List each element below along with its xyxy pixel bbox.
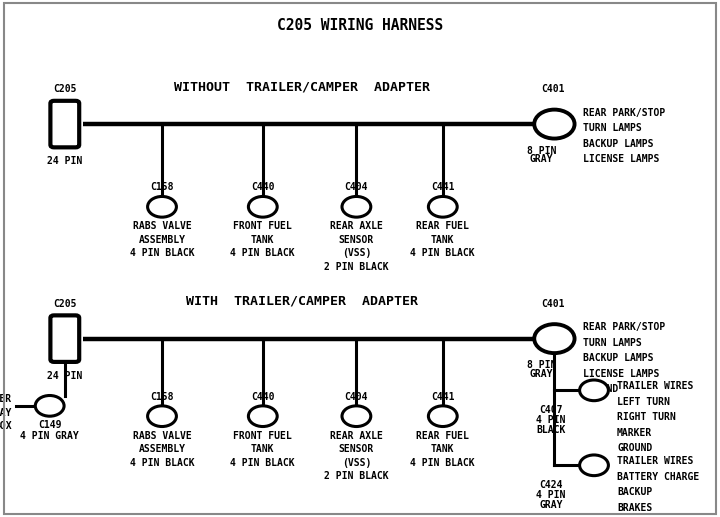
Text: SENSOR: SENSOR — [339, 444, 374, 454]
Text: GRAY: GRAY — [530, 154, 553, 164]
Circle shape — [580, 455, 608, 476]
Circle shape — [248, 196, 277, 217]
Text: RABS VALVE: RABS VALVE — [132, 431, 192, 440]
Text: (VSS): (VSS) — [342, 248, 371, 258]
Circle shape — [342, 406, 371, 427]
Text: C158: C158 — [150, 392, 174, 402]
Text: 8 PIN: 8 PIN — [527, 146, 556, 156]
Text: TANK: TANK — [431, 235, 454, 245]
Text: REAR PARK/STOP: REAR PARK/STOP — [583, 108, 665, 117]
Text: 4 PIN: 4 PIN — [536, 490, 565, 500]
Text: REAR FUEL: REAR FUEL — [416, 431, 469, 440]
Text: C440: C440 — [251, 392, 274, 402]
Text: 24 PIN: 24 PIN — [48, 371, 82, 381]
Text: BATTERY CHARGE: BATTERY CHARGE — [617, 472, 699, 481]
Text: LICENSE LAMPS: LICENSE LAMPS — [583, 154, 660, 164]
Text: C205: C205 — [53, 299, 76, 309]
Text: GRAY: GRAY — [539, 500, 562, 510]
Text: C205: C205 — [53, 84, 76, 94]
Text: C441: C441 — [431, 183, 454, 192]
Text: 2 PIN BLACK: 2 PIN BLACK — [324, 262, 389, 271]
Text: 4 PIN BLACK: 4 PIN BLACK — [410, 458, 475, 467]
Text: 4 PIN BLACK: 4 PIN BLACK — [130, 248, 194, 258]
Text: FRONT FUEL: FRONT FUEL — [233, 431, 292, 440]
Text: RABS VALVE: RABS VALVE — [132, 221, 192, 231]
FancyBboxPatch shape — [50, 315, 79, 362]
Text: C441: C441 — [431, 392, 454, 402]
Text: BACKUP: BACKUP — [617, 487, 652, 497]
Text: C401: C401 — [541, 84, 564, 94]
Text: RIGHT TURN: RIGHT TURN — [617, 412, 676, 422]
Text: TRAILER: TRAILER — [0, 394, 12, 404]
Text: SENSOR: SENSOR — [339, 235, 374, 245]
Text: C424: C424 — [539, 480, 562, 490]
Text: BLACK: BLACK — [536, 425, 565, 435]
Text: C404: C404 — [345, 183, 368, 192]
Text: BACKUP LAMPS: BACKUP LAMPS — [583, 353, 654, 363]
Text: MARKER: MARKER — [617, 428, 652, 437]
Text: 4 PIN BLACK: 4 PIN BLACK — [230, 248, 295, 258]
Text: C401: C401 — [541, 299, 564, 309]
Text: C205 WIRING HARNESS: C205 WIRING HARNESS — [277, 18, 443, 33]
Text: 4 PIN GRAY: 4 PIN GRAY — [20, 431, 79, 440]
Text: 4 PIN: 4 PIN — [536, 415, 565, 425]
Circle shape — [342, 196, 371, 217]
Text: TURN LAMPS: TURN LAMPS — [583, 338, 642, 347]
Text: C407: C407 — [539, 405, 562, 415]
Text: 4 PIN BLACK: 4 PIN BLACK — [230, 458, 295, 467]
Circle shape — [148, 196, 176, 217]
Text: GROUND: GROUND — [617, 443, 652, 453]
Circle shape — [428, 196, 457, 217]
Text: 24 PIN: 24 PIN — [48, 156, 82, 166]
Text: 4 PIN BLACK: 4 PIN BLACK — [130, 458, 194, 467]
Text: ASSEMBLY: ASSEMBLY — [138, 235, 186, 245]
Text: GROUND: GROUND — [583, 384, 618, 394]
Text: 8 PIN: 8 PIN — [527, 360, 556, 370]
Text: BACKUP LAMPS: BACKUP LAMPS — [583, 139, 654, 148]
Text: TRAILER WIRES: TRAILER WIRES — [617, 456, 693, 466]
Text: LEFT TURN: LEFT TURN — [617, 397, 670, 406]
Text: 2 PIN BLACK: 2 PIN BLACK — [324, 471, 389, 481]
Text: (VSS): (VSS) — [342, 458, 371, 467]
Text: LICENSE LAMPS: LICENSE LAMPS — [583, 369, 660, 378]
Circle shape — [248, 406, 277, 427]
Text: BRAKES: BRAKES — [617, 503, 652, 512]
Text: REAR AXLE: REAR AXLE — [330, 221, 383, 231]
Text: WITH  TRAILER/CAMPER  ADAPTER: WITH TRAILER/CAMPER ADAPTER — [186, 295, 418, 308]
Circle shape — [428, 406, 457, 427]
Text: GRAY: GRAY — [530, 369, 553, 378]
FancyBboxPatch shape — [50, 101, 79, 147]
Text: TRAILER WIRES: TRAILER WIRES — [617, 381, 693, 391]
Text: C158: C158 — [150, 183, 174, 192]
Circle shape — [534, 324, 575, 353]
Text: TANK: TANK — [431, 444, 454, 454]
Text: RELAY: RELAY — [0, 408, 12, 418]
Text: REAR PARK/STOP: REAR PARK/STOP — [583, 322, 665, 332]
Text: C440: C440 — [251, 183, 274, 192]
Circle shape — [148, 406, 176, 427]
Text: REAR AXLE: REAR AXLE — [330, 431, 383, 440]
Text: WITHOUT  TRAILER/CAMPER  ADAPTER: WITHOUT TRAILER/CAMPER ADAPTER — [174, 80, 431, 93]
Circle shape — [35, 396, 64, 416]
Text: C149: C149 — [38, 420, 61, 430]
Text: C404: C404 — [345, 392, 368, 402]
Circle shape — [580, 380, 608, 401]
Text: TANK: TANK — [251, 444, 274, 454]
Text: FRONT FUEL: FRONT FUEL — [233, 221, 292, 231]
Circle shape — [534, 110, 575, 139]
Text: REAR FUEL: REAR FUEL — [416, 221, 469, 231]
Text: ASSEMBLY: ASSEMBLY — [138, 444, 186, 454]
Text: TANK: TANK — [251, 235, 274, 245]
Text: 4 PIN BLACK: 4 PIN BLACK — [410, 248, 475, 258]
Text: TURN LAMPS: TURN LAMPS — [583, 123, 642, 133]
Text: BOX: BOX — [0, 421, 12, 431]
